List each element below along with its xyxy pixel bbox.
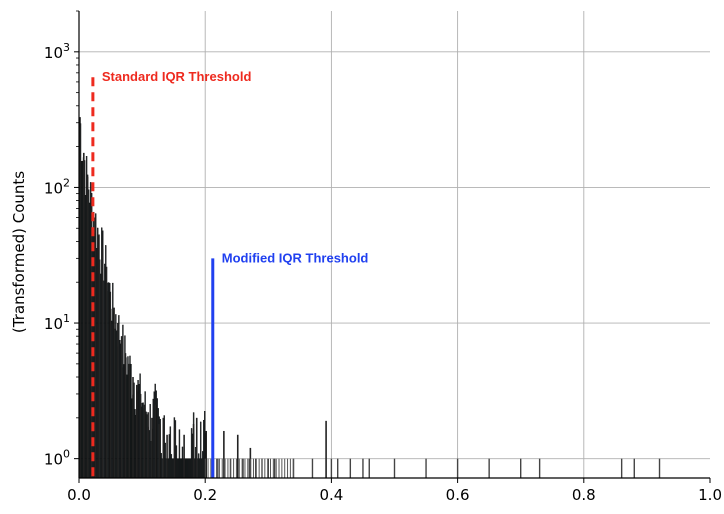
x-tick-label-5: 1.0 xyxy=(698,486,722,504)
tick-labels: 0.0 0.2 0.4 0.6 0.8 1.0 100 101 102 103 xyxy=(44,41,722,504)
y-tick-label-2: 102 xyxy=(44,176,70,197)
threshold-label-1: Modified IQR Threshold xyxy=(222,250,369,265)
axes xyxy=(74,10,711,483)
y-tick-label-3: 103 xyxy=(44,41,70,62)
x-tick-label-0: 0.0 xyxy=(67,486,91,504)
x-tick-label-4: 0.8 xyxy=(572,486,596,504)
x-tick-label-2: 0.4 xyxy=(319,486,343,504)
x-tick-label-3: 0.6 xyxy=(446,486,470,504)
histogram-bars xyxy=(78,117,661,479)
threshold-label-0: Standard IQR Threshold xyxy=(102,69,252,84)
x-tick-label-1: 0.2 xyxy=(193,486,217,504)
y-tick-label-1: 101 xyxy=(44,312,70,333)
y-tick-label-0: 100 xyxy=(44,448,70,469)
threshold-lines: Standard IQR Threshold Modified IQR Thres… xyxy=(91,69,369,478)
y-axis-label: (Transformed) Counts xyxy=(10,171,28,333)
